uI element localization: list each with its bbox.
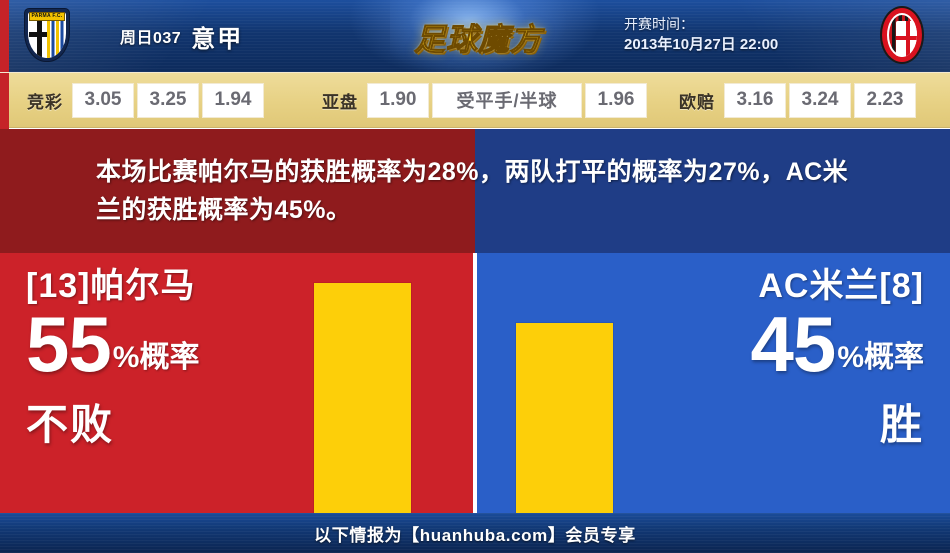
bar-home-probability <box>314 283 411 513</box>
odds-value-oupei-draw[interactable]: 3.24 <box>789 82 851 118</box>
crest-oval-outer <box>880 6 924 64</box>
odds-value-jingcai-draw[interactable]: 3.25 <box>137 82 199 118</box>
odds-bar-red-edge <box>0 73 9 129</box>
crest-milan-cross-horizontal <box>896 36 917 40</box>
odds-value-yapan-away[interactable]: 1.96 <box>585 82 647 118</box>
probability-summary-text: 本场比赛帕尔马的获胜概率为28%，两队打平的概率为27%，AC米兰的获胜概率为4… <box>96 158 849 224</box>
odds-value-jingcai-away[interactable]: 1.94 <box>202 82 264 118</box>
home-team-stats: [13]帕尔马 55 %概率 不败 <box>26 267 296 452</box>
crest-oval-inner <box>886 12 918 58</box>
match-title: 周日037 意甲 <box>120 16 420 56</box>
kickoff-info: 开赛时间： 2013年10月27日 22:00 <box>624 14 854 56</box>
match-number: 周日037 <box>120 30 182 47</box>
home-probability-suffix: %概率 <box>112 340 200 374</box>
away-probability-value: 45 <box>750 300 837 389</box>
away-probability-suffix: %概率 <box>837 340 924 374</box>
home-team-name: [13]帕尔马 <box>26 267 196 305</box>
league-name: 意甲 <box>191 25 244 53</box>
bar-away-probability <box>516 323 613 513</box>
away-team-name: AC米兰[8] <box>758 267 924 305</box>
odds-value-oupei-home[interactable]: 3.16 <box>724 82 786 118</box>
banner-half-blue <box>475 129 950 253</box>
away-team-crest-icon <box>876 5 928 65</box>
odds-group-jingcai: 竞彩 3.05 3.25 1.94 <box>18 82 267 118</box>
home-team-crest-icon: PARMA F.C. <box>22 6 72 64</box>
odds-value-oupei-away[interactable]: 2.23 <box>854 82 916 118</box>
odds-group-oupei: 欧赔 3.16 3.24 2.23 <box>670 82 919 118</box>
home-probability-row: 55 %概率 <box>26 300 296 389</box>
page-header: PARMA F.C. 周日037 意甲 足球魔方 开赛时间： 2013年10月2… <box>0 0 950 72</box>
probability-summary-banner: 本场比赛帕尔马的获胜概率为28%，两队打平的概率为27%，AC米兰的获胜概率为4… <box>0 129 950 253</box>
away-outcome-label: 胜 <box>879 400 924 448</box>
odds-value-yapan-home[interactable]: 1.90 <box>367 82 429 118</box>
odds-bar: 竞彩 3.05 3.25 1.94 亚盘 1.90 受平手/半球 1.96 欧赔… <box>0 72 950 129</box>
brand-logo-text: 足球魔方 <box>414 21 542 57</box>
home-outcome-label: 不败 <box>26 400 115 448</box>
crest-cross-vertical <box>37 18 42 58</box>
kickoff-label: 开赛时间： <box>624 16 694 32</box>
odds-group-yapan: 亚盘 1.90 受平手/半球 1.96 <box>313 82 650 118</box>
crest-cross-horizontal <box>29 32 50 37</box>
brand-logo[interactable]: 足球魔方 <box>390 0 566 72</box>
odds-value-jingcai-home[interactable]: 3.05 <box>72 82 134 118</box>
odds-value-yapan-handicap[interactable]: 受平手/半球 <box>432 82 582 118</box>
probability-chart: [13]帕尔马 55 %概率 不败 AC米兰[8] 45 %概率 胜 <box>0 253 950 513</box>
crest-milan-cross-field <box>896 21 917 57</box>
member-notice-text: 以下情报为【huanhuba.com】会员专享 <box>314 525 636 545</box>
home-probability-value: 55 <box>26 300 112 389</box>
odds-group-label: 亚盘 <box>322 92 358 112</box>
kickoff-value: 2013年10月27日 22:00 <box>624 36 779 54</box>
away-team-stats: AC米兰[8] 45 %概率 胜 <box>634 267 924 452</box>
away-probability-row: 45 %概率 <box>634 300 924 389</box>
crest-shield-shape: PARMA F.C. <box>24 8 70 62</box>
banner-half-red <box>0 129 475 253</box>
brand-logo-glow <box>390 0 566 72</box>
odds-group-label: 竞彩 <box>27 92 63 112</box>
panel-divider <box>473 253 477 513</box>
header-red-edge <box>0 0 9 72</box>
crest-band-label: PARMA F.C. <box>29 12 65 21</box>
odds-group-label: 欧赔 <box>679 92 715 112</box>
crest-stripes <box>47 16 65 58</box>
member-notice-footer: 以下情报为【huanhuba.com】会员专享 <box>0 513 950 553</box>
